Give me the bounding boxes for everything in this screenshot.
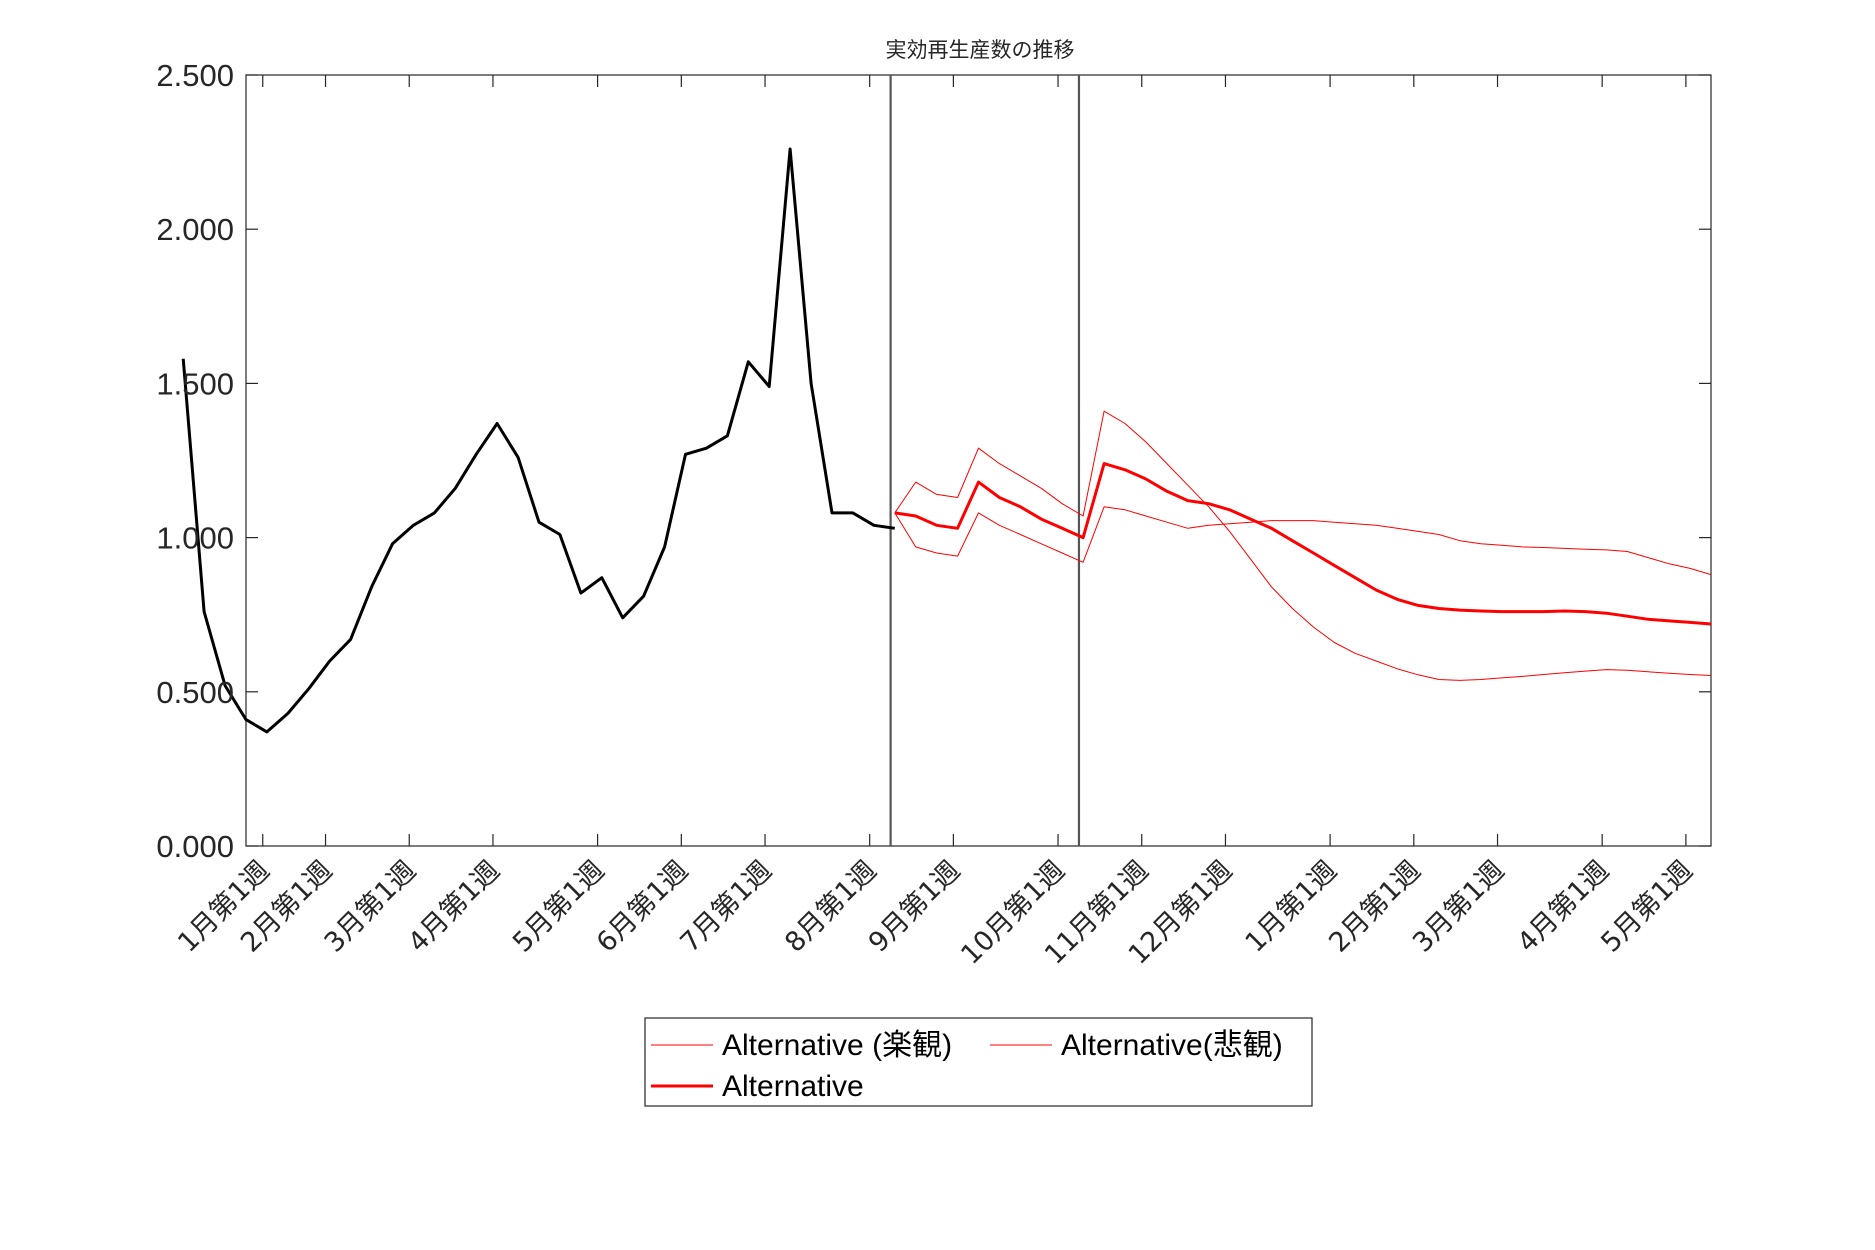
- y-tick-label: 0.000: [156, 829, 234, 864]
- legend-label: Alternative (楽観): [722, 1029, 952, 1062]
- chart-title: 実効再生産数の推移: [886, 38, 1075, 62]
- legend-box: [644, 1017, 1313, 1107]
- axes-layer: [245, 74, 1712, 847]
- y-tick-label: 2.000: [156, 212, 234, 247]
- y-tick-label: 2.500: [156, 58, 234, 93]
- y-tick-label: 1.500: [156, 366, 234, 401]
- series-line-1: [894, 506, 1712, 576]
- vline-layer: [889, 75, 1081, 846]
- series-line-0: [181, 147, 896, 734]
- series-line-3: [894, 462, 1712, 626]
- series-line-2: [894, 410, 1712, 681]
- y-tick-label: 1.000: [156, 521, 234, 556]
- legend: Alternative (楽観) Alternative(悲観) Alternati…: [644, 1017, 1313, 1107]
- legend-label: Alternative: [722, 1070, 864, 1103]
- legend-label: Alternative(悲観): [1061, 1029, 1283, 1062]
- series-layer: [181, 147, 1712, 734]
- y-tick-label: 0.500: [156, 675, 234, 710]
- plot-area-frame: [245, 74, 1712, 847]
